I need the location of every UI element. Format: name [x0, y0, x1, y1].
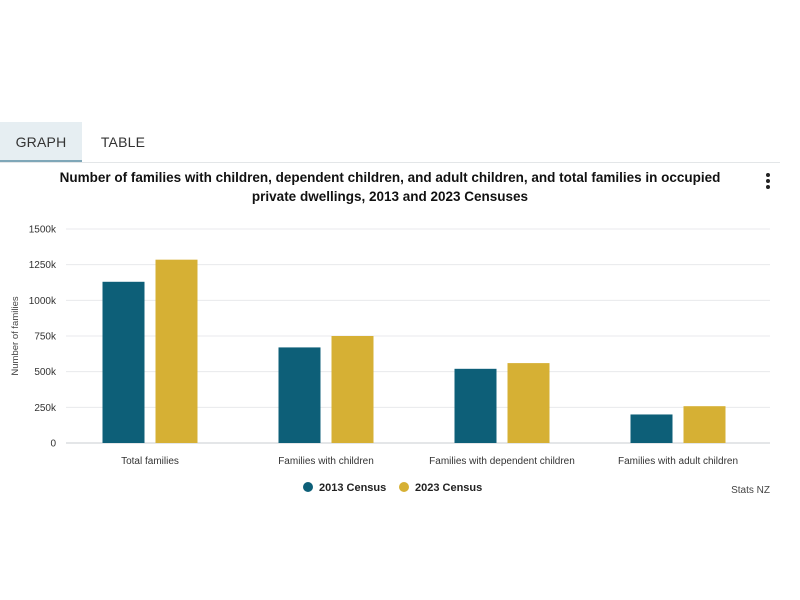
tab-table[interactable]: TABLE: [100, 134, 146, 150]
bar-2023-census-1[interactable]: [331, 336, 374, 443]
bar-chart: 0 250k 500k 750k 1000k 1250k 1500k Total famil…: [10, 225, 770, 467]
legend-item-2023[interactable]: 2023 Census: [399, 480, 482, 496]
x-axis-labels: Total families Families with children Fami…: [121, 456, 738, 467]
tab-graph[interactable]: GRAPH: [0, 122, 82, 162]
y-tick-label: 1250k: [29, 260, 57, 271]
y-axis-title: Number of families: [10, 296, 21, 375]
legend-label-2023: 2023 Census: [415, 482, 483, 494]
x-category-label: Families with adult children: [618, 456, 738, 467]
tab-bar: GRAPH TABLE: [0, 122, 780, 163]
y-tick-label: 1500k: [29, 225, 57, 236]
legend: 2013 Census 2023 Census: [0, 480, 780, 496]
x-category-label: Families with dependent children: [429, 456, 575, 467]
y-tick-label: 500k: [34, 367, 57, 378]
x-category-label: Total families: [121, 456, 179, 467]
bar-2013-census-2[interactable]: [454, 368, 497, 443]
bar-2013-census-0[interactable]: [102, 281, 145, 443]
legend-marker-2023: [399, 482, 409, 492]
chart-title: Number of families with children, depend…: [59, 170, 721, 204]
more-vertical-icon[interactable]: [760, 172, 776, 190]
bar-2013-census-3[interactable]: [630, 414, 673, 443]
legend-label-2013: 2013 Census: [319, 482, 387, 494]
legend-marker-2013: [303, 482, 313, 492]
y-tick-label: 1000k: [29, 296, 57, 307]
bar-2013-census-1[interactable]: [278, 347, 321, 443]
y-tick-label: 750k: [34, 332, 57, 343]
y-tick-label: 0: [50, 439, 56, 450]
source-credit: Stats NZ: [731, 485, 770, 496]
bars: [102, 259, 726, 443]
x-category-label: Families with children: [278, 456, 374, 467]
y-tick-label: 250k: [34, 403, 57, 414]
bar-2023-census-2[interactable]: [507, 363, 550, 443]
legend-item-2013[interactable]: 2013 Census: [303, 480, 386, 496]
y-axis-ticks: 0 250k 500k 750k 1000k 1250k 1500k: [29, 225, 57, 450]
bar-2023-census-3[interactable]: [683, 406, 726, 443]
bar-2023-census-0[interactable]: [155, 259, 198, 443]
